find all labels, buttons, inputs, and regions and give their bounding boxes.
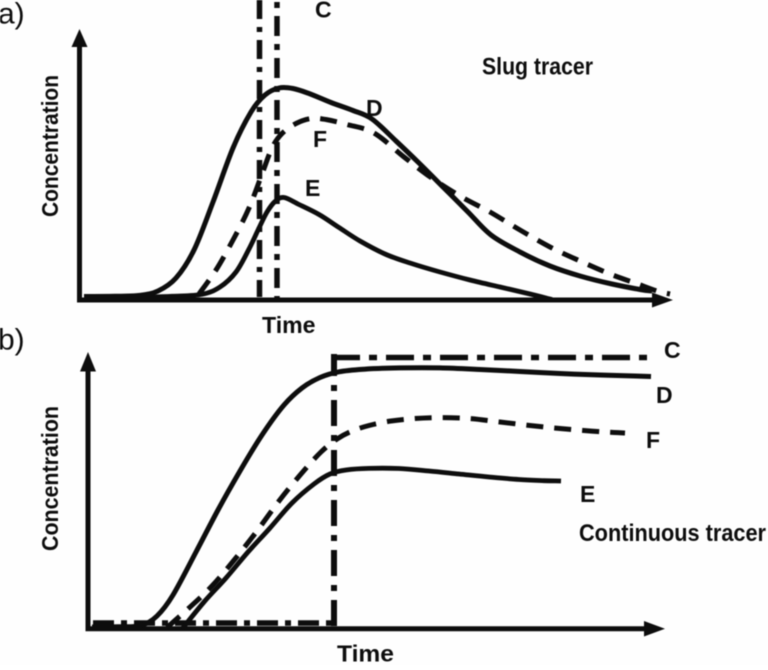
svg-text:E: E — [580, 481, 595, 507]
svg-text:Concentration: Concentration — [37, 75, 63, 217]
svg-text:Concentration: Concentration — [37, 406, 63, 551]
svg-text:E: E — [305, 175, 320, 201]
svg-text:F: F — [646, 427, 660, 453]
svg-text:D: D — [366, 95, 383, 121]
svg-text:Time: Time — [337, 641, 394, 666]
svg-text:D: D — [656, 382, 673, 408]
svg-text:Time: Time — [262, 312, 316, 338]
svg-text:a): a) — [0, 0, 25, 31]
svg-text:Slug tracer: Slug tracer — [482, 54, 593, 81]
svg-text:Continuous tracer: Continuous tracer — [579, 520, 766, 547]
svg-text:C: C — [315, 0, 332, 23]
svg-text:F: F — [313, 126, 327, 152]
svg-text:b): b) — [0, 324, 25, 357]
svg-text:C: C — [664, 337, 681, 363]
